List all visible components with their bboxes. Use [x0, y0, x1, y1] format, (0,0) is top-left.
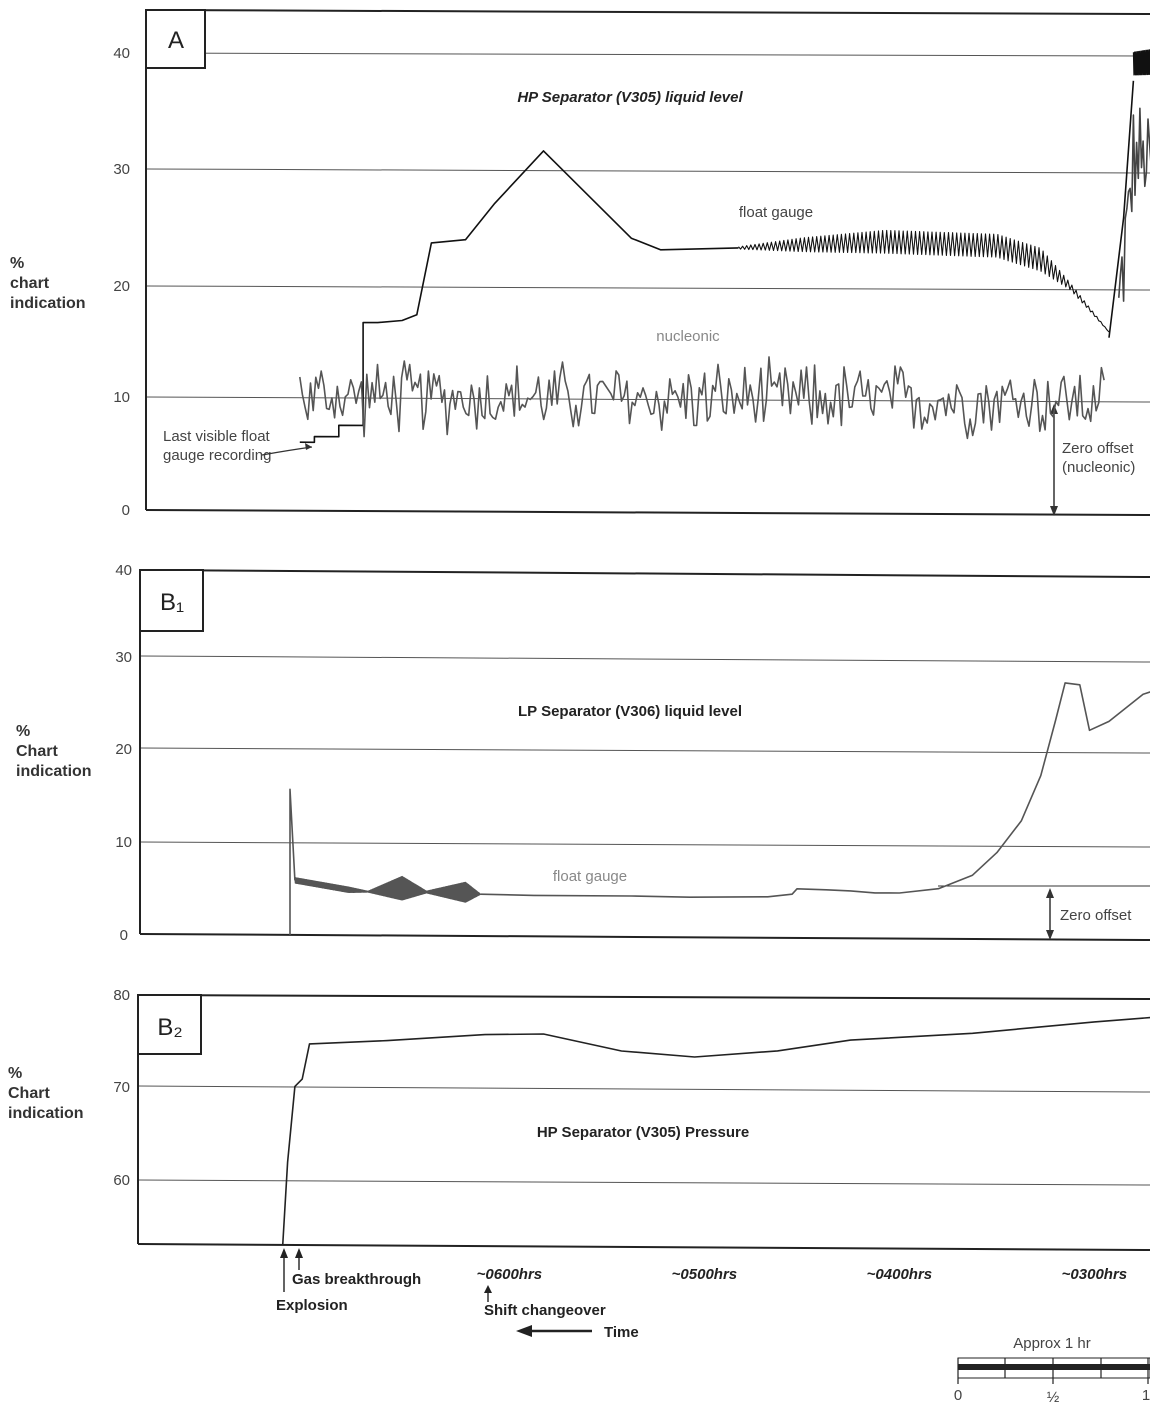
shift-changeover-label: Shift changeover: [484, 1302, 606, 1319]
ytick-b2-70: 70: [113, 1079, 130, 1096]
float-gauge-label-a: float gauge: [739, 204, 813, 221]
scale-label-1: 1: [1142, 1387, 1150, 1404]
zero-offset-nucleonic-2: (nucleonic): [1062, 459, 1135, 476]
series-1-1-line: [294, 875, 481, 903]
panel-b2: B₂ 80 70 60 HP Separator (V305) Pressure: [113, 987, 1150, 1251]
ytick-b2-80: 80: [113, 987, 130, 1004]
panel-a-badge: [145, 9, 206, 69]
float-gauge-label-b1: float gauge: [553, 868, 627, 885]
gridline-b1-20: [139, 747, 1150, 754]
gas-breakthrough-label: Gas breakthrough: [292, 1271, 421, 1288]
time-tick-labels: ~0600hrs ~0500hrs ~0400hrs ~0300hrs: [477, 1266, 1127, 1283]
scale-label-half: ½: [1047, 1389, 1060, 1406]
gridline-a-10: [145, 396, 1150, 403]
panel-b1: B₁ 40 30 20 10 0 LP Separator (V306) liq…: [115, 562, 1150, 944]
series-a: [299, 49, 1150, 444]
panel-b2-ylabel: % Chart indication: [8, 1065, 84, 1122]
gridline-b1-10: [139, 841, 1150, 848]
ytick-b1-20: 20: [115, 741, 132, 758]
series-1-2-line: [480, 682, 1150, 898]
gridline-a-30: [145, 168, 1150, 174]
frame-a-top: [145, 9, 1150, 15]
zero-offset-b1: Zero offset: [1060, 907, 1132, 924]
last-visible-arrowhead: [305, 443, 312, 450]
explosion-label: Explosion: [276, 1297, 348, 1314]
nucleonic-label: nucleonic: [656, 328, 720, 345]
panel-b2-badge: [137, 994, 202, 1055]
series-1-0-line: [289, 788, 296, 935]
panel-b1-badge: [139, 569, 204, 632]
scale-bar-fill: [958, 1364, 1150, 1370]
ytick-b2-60: 60: [113, 1172, 130, 1189]
panel-a-title: HP Separator (V305) liquid level: [517, 89, 743, 106]
panel-b2-label: B₂: [157, 1014, 182, 1041]
panel-b1-label: B₁: [160, 589, 184, 616]
last-visible-label-1: Last visible float: [163, 428, 271, 445]
zero-offset-a-arrowhead-down: [1050, 506, 1058, 516]
ytick-b1-10: 10: [115, 834, 132, 851]
time-tick-label: ~0400hrs: [867, 1266, 932, 1283]
series-b1: [289, 682, 1150, 935]
series-0-1-line: [738, 229, 1110, 333]
series-b2: [281, 1016, 1150, 1246]
panel-a-label: A: [168, 27, 184, 54]
gridline-b1-30: [139, 655, 1150, 663]
ytick-a-40: 40: [113, 45, 130, 62]
series-0-0-line: [299, 150, 739, 444]
ytick-a-20: 20: [113, 278, 130, 295]
frame-b1-bottom: [139, 933, 1150, 941]
series-0-3-line: [1132, 49, 1150, 76]
gas-breakthrough-arrowhead: [295, 1248, 303, 1258]
ytick-b1-30: 30: [115, 649, 132, 666]
panel-a: A 40 30 20 10 0 HP Separator (V305) liqu…: [113, 9, 1150, 519]
gridline-b2-70: [137, 1085, 1150, 1093]
series-0-4-line: [1118, 107, 1150, 302]
series-0-2-line: [1108, 80, 1135, 338]
panel-b2-title: HP Separator (V305) Pressure: [537, 1124, 749, 1141]
time-arrowhead: [516, 1325, 532, 1337]
time-axis: Explosion Gas breakthrough ~0600hrs ~0500…: [276, 1248, 1127, 1341]
gridline-b2-60: [137, 1179, 1150, 1186]
scale-bar: Approx 1 hr 0 ½ 1: [954, 1335, 1150, 1406]
scale-label-0: 0: [954, 1387, 962, 1404]
frame-a-bottom: [145, 509, 1150, 516]
explosion-arrowhead: [280, 1248, 288, 1258]
zero-offset-nucleonic-1: Zero offset: [1062, 440, 1134, 457]
ytick-a-10: 10: [113, 389, 130, 406]
zero-offset-b1-arrowhead-up: [1046, 888, 1054, 898]
panel-b1-ylabel: % Chart indication: [16, 723, 92, 780]
scale-bar-title: Approx 1 hr: [1013, 1335, 1091, 1352]
shift-changeover-arrowhead: [484, 1285, 492, 1293]
frame-b2-bottom: [137, 1243, 1150, 1251]
series-2-0-line: [281, 1016, 1150, 1246]
panel-a-ylabel: % chart indication: [10, 255, 86, 312]
zero-offset-b1-arrowhead-down: [1046, 930, 1054, 940]
time-label: Time: [604, 1324, 639, 1341]
panel-b1-title: LP Separator (V306) liquid level: [518, 703, 742, 720]
time-tick-label: ~0300hrs: [1062, 1266, 1127, 1283]
time-tick-label: ~0600hrs: [477, 1266, 542, 1283]
frame-b2-top: [137, 994, 1150, 1000]
gridline-a-20: [145, 285, 1150, 291]
gridline-a-40: [145, 52, 1150, 57]
series-0-5-line: [299, 356, 1105, 440]
ytick-b1-40: 40: [115, 562, 132, 579]
last-visible-label-2: gauge recording: [163, 447, 271, 464]
ytick-a-30: 30: [113, 161, 130, 178]
ytick-b1-0: 0: [120, 927, 128, 944]
ytick-a-0: 0: [122, 502, 130, 519]
frame-b1-top: [139, 569, 1150, 578]
time-tick-label: ~0500hrs: [672, 1266, 737, 1283]
